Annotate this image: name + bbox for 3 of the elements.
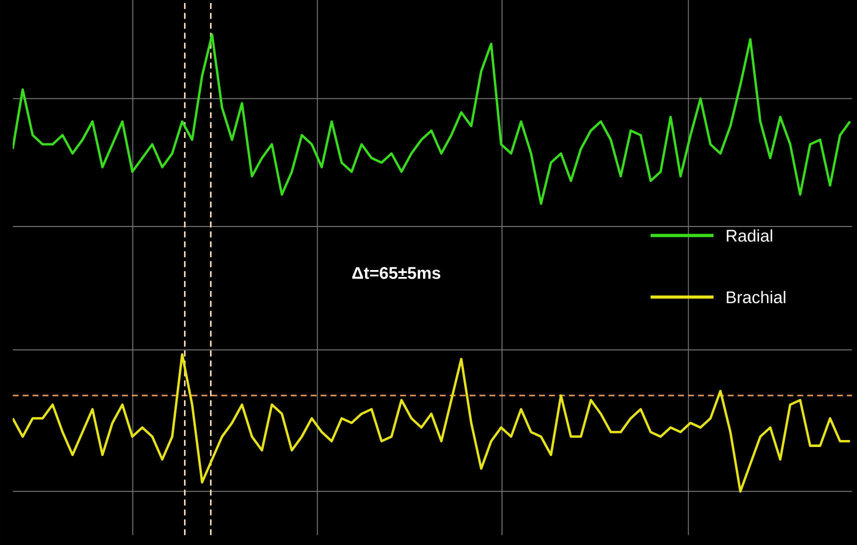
legend-label: Radial (726, 229, 772, 242)
legend-label: Brachial (726, 290, 786, 304)
annotation: Δt=65±5ms (352, 266, 440, 279)
